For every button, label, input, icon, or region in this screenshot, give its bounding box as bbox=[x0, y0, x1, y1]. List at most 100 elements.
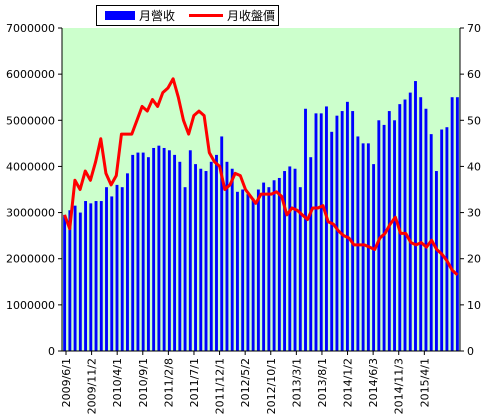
axes bbox=[61, 28, 461, 352]
legend-line-swatch bbox=[189, 14, 224, 17]
left-tick-label: 1000000 bbox=[6, 299, 55, 312]
revenue-bar bbox=[419, 97, 423, 352]
revenue-bar bbox=[277, 177, 281, 351]
left-tick-label: 2000000 bbox=[6, 253, 55, 266]
revenue-bar bbox=[267, 187, 271, 351]
right-tick-label: 30 bbox=[467, 207, 481, 220]
x-tick-label: 2012/10/1 bbox=[265, 358, 278, 414]
legend-item-revenue: 月營收 bbox=[97, 7, 175, 24]
revenue-bar bbox=[73, 205, 77, 351]
revenue-bar bbox=[220, 136, 224, 351]
revenue-bar bbox=[78, 212, 82, 351]
revenue-bar bbox=[235, 191, 239, 351]
revenue-bar bbox=[89, 203, 93, 351]
revenue-bar bbox=[408, 92, 412, 351]
revenue-bar bbox=[199, 168, 203, 351]
revenue-bar bbox=[152, 147, 156, 351]
x-tick-label: 2012/5/2 bbox=[239, 358, 252, 407]
x-tick-label: 2011/12/1 bbox=[214, 358, 227, 414]
left-tick-label: 6000000 bbox=[6, 68, 55, 81]
revenue-bar bbox=[194, 164, 197, 351]
right-tick-label: 0 bbox=[467, 345, 474, 358]
left-tick-label: 0 bbox=[48, 345, 55, 358]
revenue-bar bbox=[262, 182, 266, 351]
revenue-bar bbox=[403, 99, 407, 352]
revenue-bar bbox=[393, 120, 396, 351]
revenue-bar bbox=[440, 129, 444, 351]
revenue-bar bbox=[126, 173, 129, 351]
revenue-bar bbox=[63, 214, 67, 351]
revenue-bar bbox=[283, 171, 287, 351]
revenue-bar bbox=[382, 124, 386, 352]
legend-label-revenue: 月營收 bbox=[139, 9, 176, 23]
legend-item-price: 月收盤價 bbox=[175, 7, 275, 24]
revenue-bar bbox=[298, 187, 302, 351]
revenue-bar bbox=[131, 154, 135, 351]
revenue-bar bbox=[141, 152, 145, 351]
x-tick-label: 2011/2/8 bbox=[162, 358, 175, 407]
revenue-bar bbox=[246, 194, 250, 351]
left-tick-label: 7000000 bbox=[6, 22, 55, 35]
revenue-bar bbox=[173, 154, 177, 351]
revenue-bar bbox=[314, 113, 318, 351]
revenue-bar bbox=[99, 201, 103, 351]
revenue-bar bbox=[110, 196, 114, 351]
revenue-bar bbox=[450, 97, 454, 352]
x-tick-label: 2014/1/2 bbox=[342, 358, 355, 407]
revenue-bar bbox=[387, 111, 391, 351]
revenue-bar bbox=[68, 210, 72, 351]
revenue-bar bbox=[361, 143, 365, 351]
revenue-bar bbox=[215, 154, 218, 351]
right-tick-label: 10 bbox=[467, 299, 481, 312]
revenue-bar bbox=[167, 150, 171, 351]
x-tick-label: 2015/4/1 bbox=[418, 358, 431, 407]
revenue-bar bbox=[340, 111, 344, 351]
revenue-bar bbox=[120, 187, 124, 351]
left-tick-label: 5000000 bbox=[6, 114, 55, 127]
right-tick-label: 70 bbox=[467, 22, 481, 35]
revenue-bar bbox=[414, 81, 417, 351]
right-tick-label: 50 bbox=[467, 114, 481, 127]
x-tick-label: 2010/9/1 bbox=[137, 358, 150, 407]
price-line bbox=[63, 77, 459, 276]
revenue-bar bbox=[372, 164, 376, 351]
revenue-bar bbox=[94, 201, 98, 351]
revenue-bar bbox=[445, 127, 449, 352]
revenue-bar bbox=[84, 201, 88, 351]
revenue-bar bbox=[330, 131, 334, 351]
revenue-bar bbox=[256, 189, 260, 351]
revenue-bar bbox=[351, 111, 355, 351]
revenue-bar bbox=[345, 101, 349, 351]
revenue-bar bbox=[146, 157, 150, 351]
legend-label-price: 月收盤價 bbox=[227, 9, 276, 23]
revenue-bar bbox=[272, 180, 276, 351]
revenue-bar bbox=[209, 161, 213, 351]
revenue-bar bbox=[377, 120, 381, 351]
revenue-bar bbox=[183, 187, 187, 351]
revenue-bar bbox=[335, 115, 339, 351]
right-tick-label: 40 bbox=[467, 160, 481, 173]
x-tick-label: 2009/6/1 bbox=[60, 358, 73, 407]
x-axis-ticks: 2009/6/1 2009/11/2 2010/4/1 2010/9/1 2011/2/… bbox=[60, 351, 431, 414]
revenue-bar bbox=[157, 145, 161, 351]
left-tick-label: 4000000 bbox=[6, 160, 55, 173]
x-tick-label: 2013/8/1 bbox=[316, 358, 329, 407]
left-tick-label: 3000000 bbox=[6, 207, 55, 220]
revenue-bar bbox=[319, 113, 323, 351]
revenue-bar bbox=[424, 108, 428, 351]
revenue-bar bbox=[162, 147, 166, 351]
revenue-bar bbox=[293, 168, 297, 351]
revenue-bar bbox=[115, 184, 119, 351]
x-tick-label: 2013/3/1 bbox=[290, 358, 303, 407]
legend-bar-swatch bbox=[105, 11, 135, 20]
legend: 月營收 月收盤價 bbox=[96, 5, 279, 26]
x-tick-label: 2010/4/1 bbox=[111, 358, 124, 407]
revenue-bar bbox=[204, 171, 208, 351]
x-tick-label: 2011/7/1 bbox=[188, 358, 201, 407]
revenue-bar bbox=[455, 97, 459, 352]
revenue-bar bbox=[241, 189, 245, 351]
revenue-bar bbox=[105, 187, 108, 351]
x-tick-label: 2009/11/2 bbox=[86, 358, 99, 414]
left-axis-ticks: 0 1000000 2000000 3000000 4000000 5000000 6000… bbox=[6, 22, 62, 358]
